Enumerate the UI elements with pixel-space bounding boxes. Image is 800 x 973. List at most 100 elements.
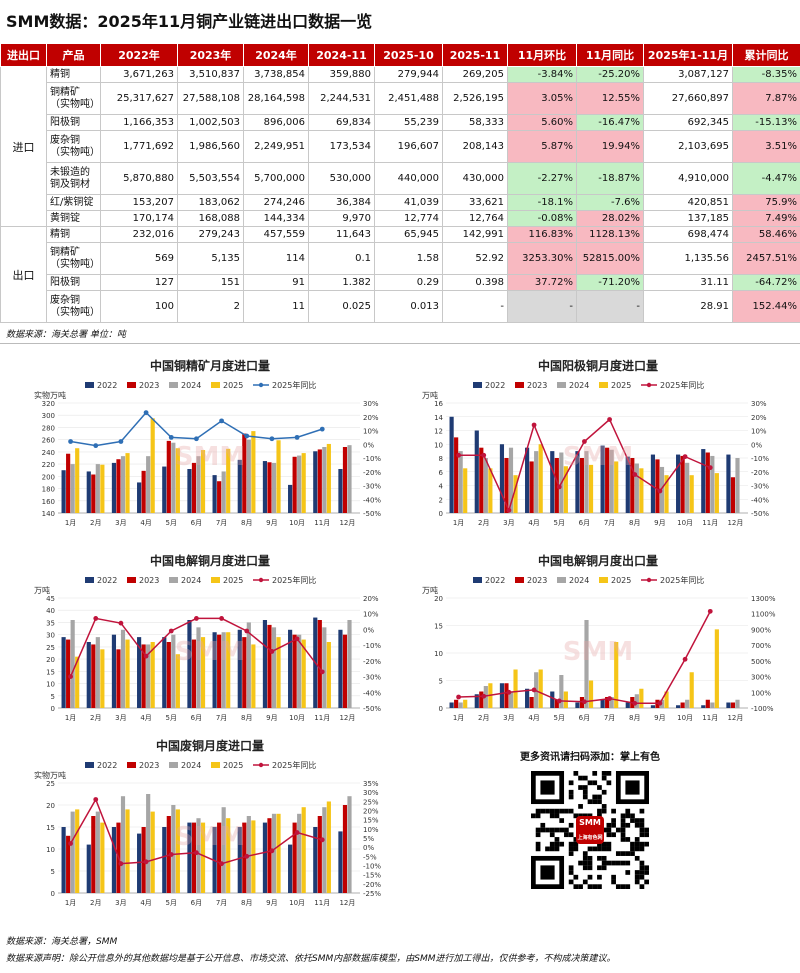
qr-module [601,855,607,861]
x-tick-label: 7月 [216,899,227,907]
qr-module [559,841,565,847]
yoy-point [456,452,461,458]
value-cell: 12,774 [374,210,443,227]
bar [605,447,610,513]
bar [322,627,327,708]
bar [86,642,91,708]
bar [559,675,564,708]
y-tick-label: 16 [434,400,443,408]
refined-copper-import-chart: 中国电解铜月度进口量 万吨 2022 2023 2024 2025 2025年同比 0 5 10 1… [30,550,390,730]
qr-module [549,832,555,838]
bar [676,705,681,708]
y2-tick-label: 20% [363,414,379,422]
y2-tick-label: 1100% [751,611,776,619]
x-tick-label: 11月 [702,714,718,722]
value-cell: 114 [243,242,309,275]
refined-copper-export-chart: 中国电解铜月度出口量 万吨 2022 2023 2024 2025 2025年同比 0 5 10 1… [418,550,778,730]
bar [563,691,568,708]
qr-module [639,841,645,847]
qr-module [578,804,583,809]
value-cell: 279,243 [177,226,244,243]
legend-swatch [599,382,608,388]
bar [271,462,277,513]
bar [317,449,322,513]
y-tick-label: 20 [46,656,55,664]
y2-tick-label: 500% [751,658,771,666]
bar [538,444,543,513]
bar [242,637,247,708]
bar [650,705,656,708]
yoy-point [682,454,688,460]
qr-module [606,832,612,838]
x-tick-label: 10月 [289,899,305,907]
bar [488,468,493,513]
qr-module [587,884,593,889]
legend-label: 2023 [527,576,547,585]
value-cell: 36,384 [308,194,375,211]
value-cell: 5.87% [507,130,577,163]
qr-module [615,860,621,866]
qr-module [625,860,631,866]
yoy-point [269,649,275,654]
y-tick-label: 5 [51,693,55,701]
bar [730,702,736,708]
qr-module [592,780,598,786]
legend-label: 2025年同比 [660,575,704,585]
legend-swatch [169,577,178,583]
y-tick-label: 15 [46,824,55,832]
bar [125,639,130,708]
qr-finder-core [540,865,555,880]
qr-module [592,799,598,805]
y2-tick-label: -30% [363,674,381,682]
bar [614,642,619,708]
bar [301,639,306,708]
x-tick-label: 12月 [339,519,355,527]
qr-module [606,827,612,833]
bar [504,683,509,708]
bar [463,699,468,708]
x-tick-label: 5月 [166,519,177,527]
bar [196,818,201,893]
bar [680,702,685,708]
y-tick-label: 40 [46,607,55,615]
qr-code[interactable]: SMM 上海有色网 [531,771,649,889]
legend-label: 2024 [181,761,201,770]
y-tick-label: 0 [439,510,443,518]
qr-module [582,851,588,856]
bar [710,702,715,708]
bar [449,416,454,513]
value-cell: 33,621 [442,194,508,211]
bar [655,459,660,513]
x-tick-label: 9月 [266,519,277,527]
bar [95,637,100,708]
legend-label: 2025 [223,761,243,770]
y2-tick-label: -100% [751,705,774,713]
x-tick-label: 12月 [339,714,355,722]
value-cell: 2,103,695 [643,130,733,163]
bar [317,816,322,893]
value-cell: - [442,290,508,323]
watermark: SMM [563,442,633,472]
value-cell: 2457.51% [732,242,800,275]
y2-tick-label: -5% [363,853,377,861]
value-cell: 137,185 [643,210,733,227]
qr-module [620,818,626,823]
value-cell: 100 [100,290,178,323]
yoy-point [244,853,250,859]
bar [317,620,322,708]
bar [499,683,505,708]
x-tick-label: 4月 [528,519,539,527]
disclaimer: 数据来源声明：除公开信息外的其他数据均是基于公开信息、市场交流、依托SMM内部数… [6,954,616,964]
x-tick-label: 3月 [503,714,514,722]
bar [66,639,71,708]
qr-module [573,837,579,842]
qr-module [582,785,588,790]
y-tick-label: 200 [42,473,55,481]
legend-swatch [211,762,220,768]
value-cell: 2,249,951 [243,130,309,163]
x-tick-label: 12月 [727,519,743,527]
bar [111,462,117,513]
value-cell: 2,244,531 [308,82,375,115]
value-cell: 41,039 [374,194,443,211]
value-cell: 1,771,692 [100,130,178,163]
